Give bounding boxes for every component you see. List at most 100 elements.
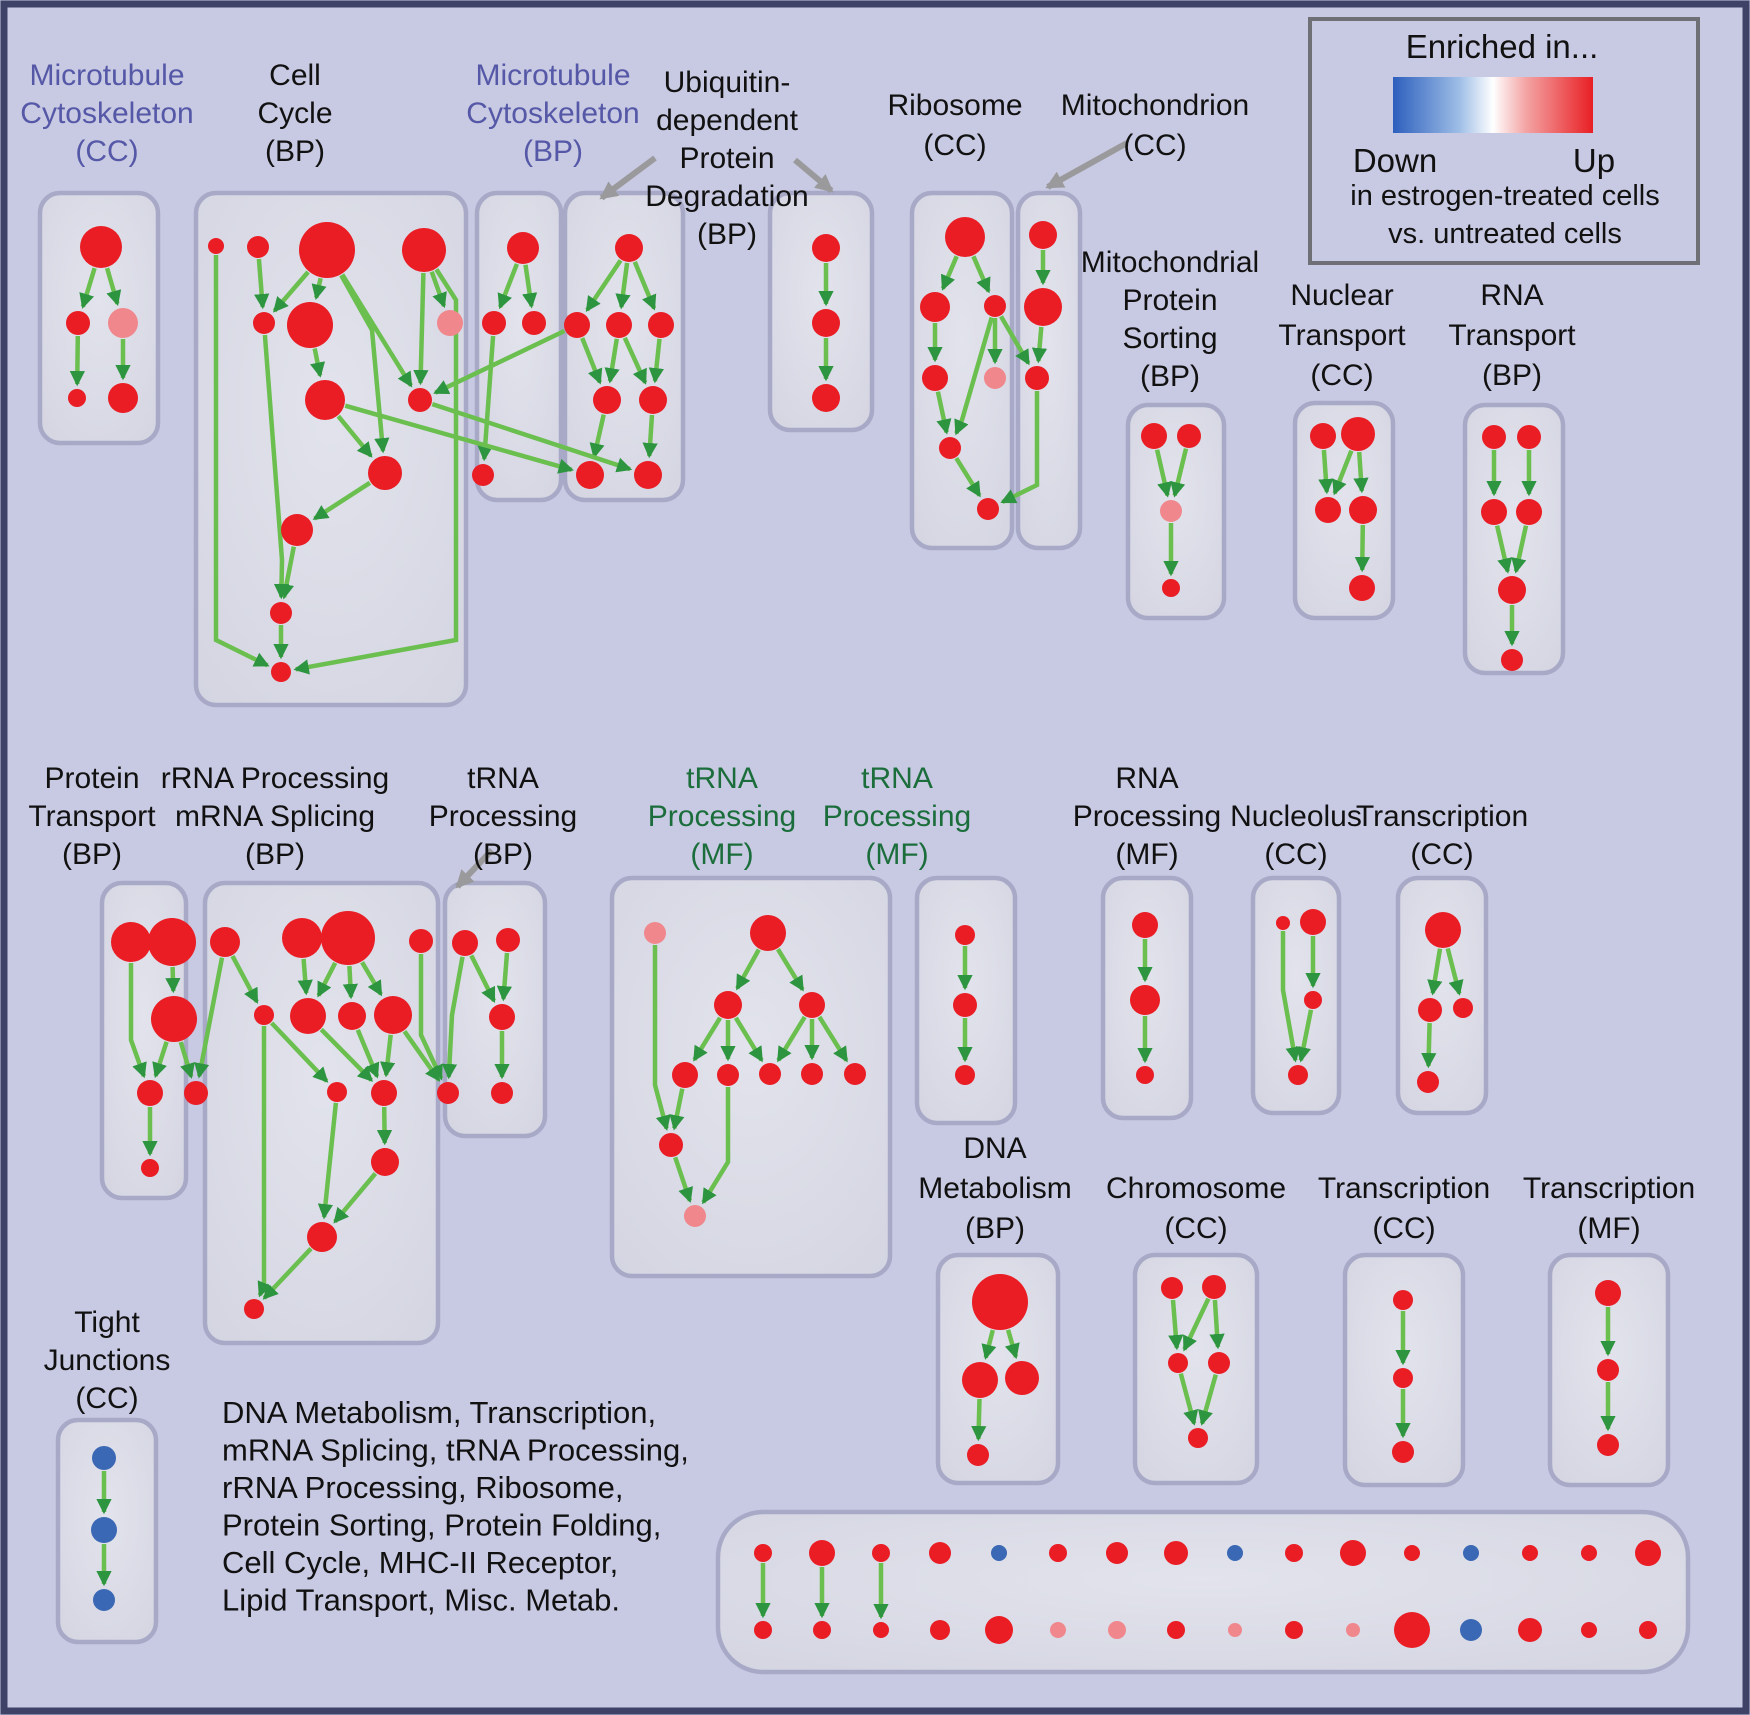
edge-arrow	[604, 338, 620, 384]
cross-edge-arrow	[344, 403, 574, 474]
go-term-node	[985, 1616, 1013, 1644]
go-term-node	[68, 389, 86, 407]
edge-arrow	[1182, 1297, 1211, 1352]
cluster-label-rna-transport-bp: RNA Transport (BP)	[1448, 279, 1576, 392]
edge-arrow	[642, 414, 658, 459]
edge-arrow	[333, 1172, 378, 1224]
go-term-node	[108, 383, 138, 413]
go-term-node	[593, 386, 621, 414]
edge-arrow	[497, 263, 519, 310]
go-term-node	[967, 1444, 989, 1466]
edge-arrow	[1168, 1299, 1184, 1351]
label-pointer-arrow	[1045, 140, 1129, 190]
cluster-box-mitochondrion-cc	[1015, 190, 1083, 551]
go-term-node	[111, 922, 151, 962]
edge-arrow	[1031, 326, 1048, 364]
go-term-node	[1049, 1544, 1067, 1562]
go-term-node	[945, 217, 985, 257]
edge-arrow	[776, 1015, 807, 1063]
edge-arrow	[272, 270, 310, 313]
go-term-node	[1635, 1540, 1661, 1566]
go-term-node	[872, 1544, 890, 1562]
edge-arrow	[1353, 451, 1369, 494]
go-term-node	[1404, 1545, 1420, 1561]
edge-arrow	[954, 316, 994, 436]
go-term-node	[659, 1133, 683, 1157]
edge-arrow	[648, 338, 664, 384]
go-term-node	[684, 1205, 706, 1227]
cluster-label-microtubule-cytoskeleton-cc: Microtubule Cytoskeleton (CC)	[20, 59, 193, 168]
go-term-node	[1517, 425, 1541, 449]
go-term-node	[991, 1545, 1007, 1561]
edge-arrow	[673, 1156, 693, 1203]
edge-arrow	[580, 337, 603, 385]
go-term-node	[972, 1274, 1028, 1330]
go-term-node	[208, 238, 224, 254]
go-term-node	[1460, 1619, 1482, 1641]
go-term-node	[1315, 497, 1341, 523]
go-term-node	[955, 925, 975, 945]
go-term-node	[977, 498, 999, 520]
go-term-node	[962, 1362, 998, 1398]
legend-subtitle-line2: vs. untreated cells	[1388, 218, 1622, 250]
cluster-label-cell-cycle-bp: Cell Cycle (BP)	[257, 59, 332, 168]
edge-arrow	[615, 262, 631, 310]
go-term-node	[409, 929, 433, 953]
edge-arrow	[477, 335, 496, 462]
cluster-label-ribosome-cc: Ribosome (CC)	[887, 89, 1022, 162]
edge-arrow	[817, 1015, 849, 1063]
go-term-node	[374, 996, 412, 1034]
go-term-node	[408, 388, 432, 412]
edge-arrow	[935, 391, 952, 435]
edge-arrow	[355, 1029, 380, 1079]
go-term-node	[809, 1540, 835, 1566]
go-term-node	[290, 998, 326, 1034]
edge-arrow	[692, 1016, 723, 1062]
go-term-node	[984, 367, 1006, 389]
cluster-label-trna-processing-mf-1: tRNA Processing (MF)	[648, 762, 796, 871]
layer-nodes	[66, 217, 1661, 1648]
label-pointer-arrow	[599, 155, 657, 201]
go-term-node	[1522, 1545, 1538, 1561]
cross-edge-arrow	[999, 315, 1031, 366]
edge-arrow	[1332, 449, 1354, 496]
edge-arrow	[1354, 524, 1371, 573]
go-term-node	[1005, 1361, 1039, 1395]
go-term-node	[1498, 576, 1526, 604]
go-term-node	[321, 911, 375, 965]
go-term-node	[184, 1081, 208, 1105]
cross-edge-arrow	[433, 328, 566, 395]
go-term-node	[141, 1159, 159, 1177]
go-term-node	[648, 312, 674, 338]
edge-arrow	[652, 945, 671, 1131]
cluster-box-transcription-cc-1	[1395, 875, 1489, 1116]
edge-arrow	[79, 267, 97, 309]
go-term-node	[1162, 579, 1180, 597]
go-term-node	[299, 222, 355, 278]
go-term-node	[939, 437, 961, 459]
edge-arrow	[1511, 525, 1529, 574]
go-term-node	[929, 1542, 951, 1564]
edge-arrow	[1004, 1329, 1020, 1360]
edge-arrow	[971, 255, 991, 294]
go-term-node	[1310, 423, 1336, 449]
go-term-node	[812, 234, 840, 262]
go-term-node	[759, 1063, 781, 1085]
go-term-node	[108, 308, 138, 338]
edge-arrow	[589, 414, 606, 459]
edge-arrow	[981, 1329, 997, 1360]
go-term-node	[1177, 424, 1201, 448]
cluster-box-microtubule-cytoskeleton-cc	[37, 190, 161, 446]
go-term-node	[210, 927, 240, 957]
go-term-node	[1597, 1359, 1619, 1381]
go-term-node	[1208, 1352, 1230, 1374]
go-term-node	[371, 1148, 399, 1176]
go-term-node	[507, 232, 539, 264]
cluster-label-microtubule-cytoskeleton-bp: Microtubule Cytoskeleton (BP)	[466, 59, 639, 168]
cross-edge-arrow	[402, 1030, 441, 1082]
cluster-box-chromosome-cc	[1132, 1252, 1260, 1486]
go-term-node	[1188, 1428, 1208, 1448]
cross-edge-arrow	[1000, 391, 1040, 505]
go-term-node	[1276, 916, 1290, 930]
go-term-node	[672, 1062, 698, 1088]
